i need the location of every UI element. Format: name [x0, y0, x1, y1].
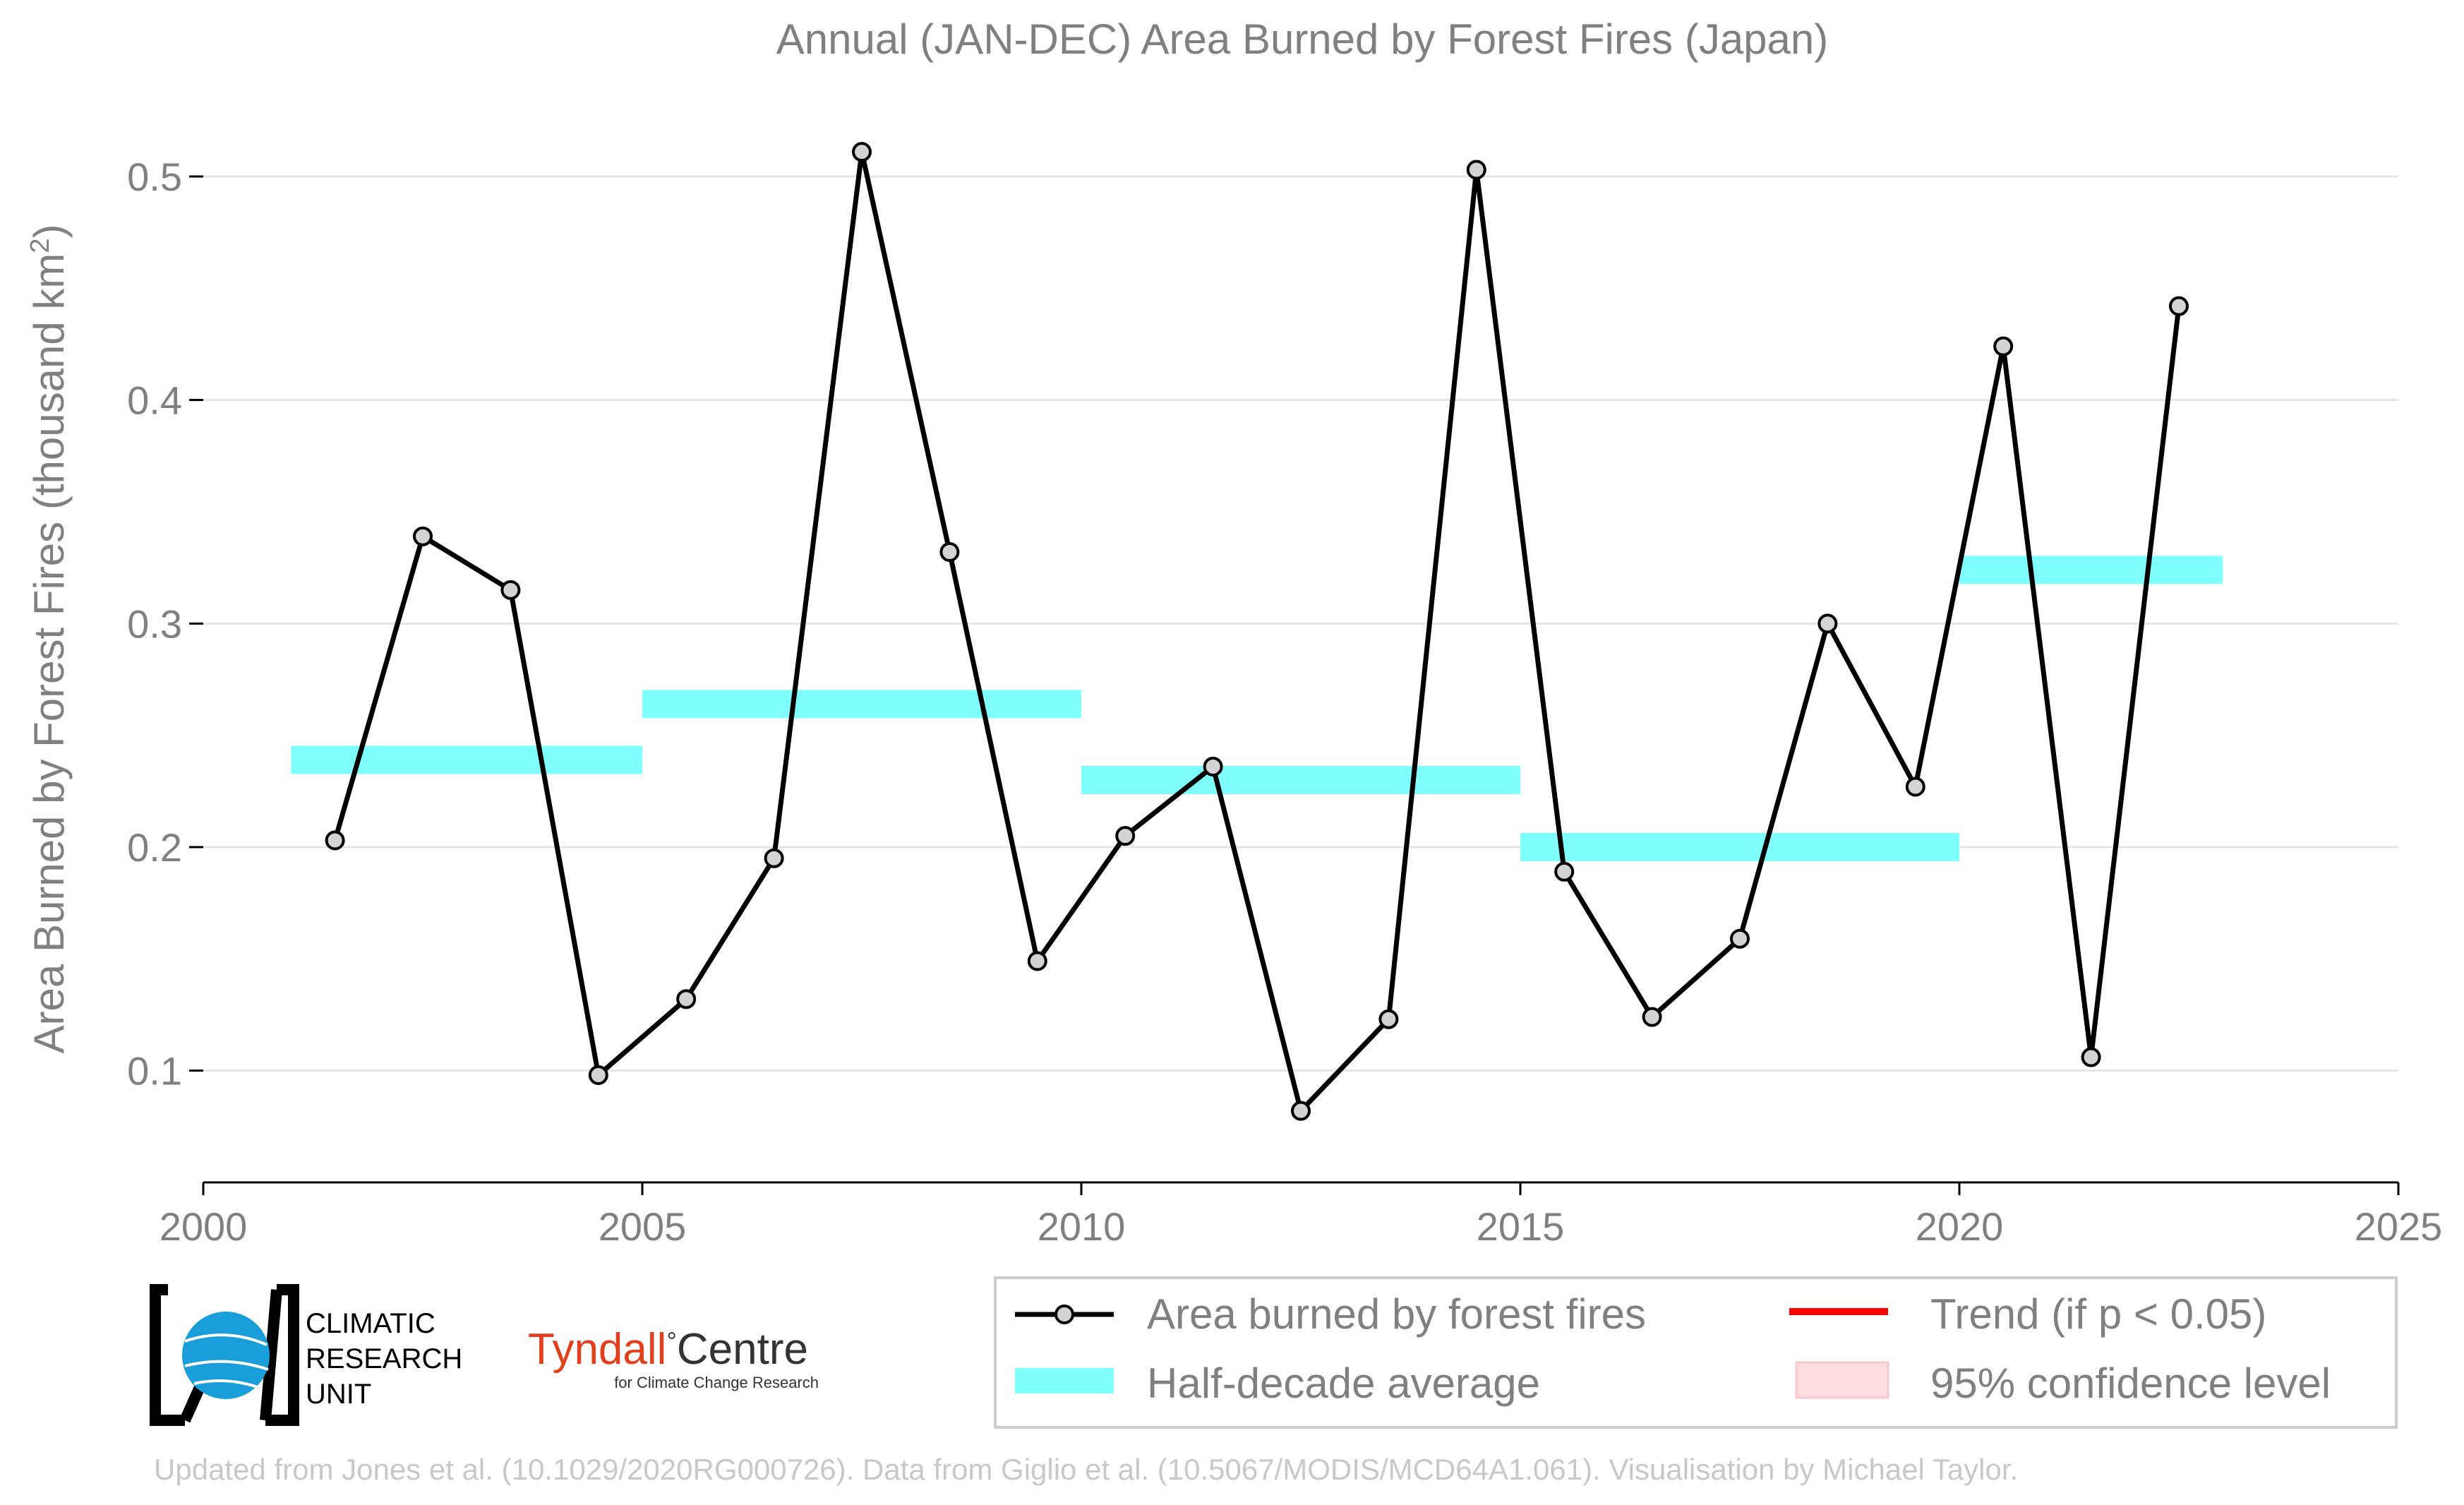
half-decade-band	[642, 690, 1081, 719]
data-point	[676, 989, 697, 1009]
x-tick-label: 2025	[2355, 1204, 2443, 1249]
legend-label-confidence: 95% confidence level	[1930, 1360, 2331, 1407]
cru-logo-line-3: UNIT	[306, 1379, 371, 1410]
y-tick-label: 0.2	[127, 825, 182, 870]
grid-lines	[203, 175, 2398, 1072]
data-point	[500, 580, 521, 600]
data-point	[1817, 613, 1838, 634]
chart-title: Annual (JAN-DEC) Area Burned by Forest F…	[776, 16, 1829, 63]
x-tick-label: 2005	[599, 1204, 687, 1249]
tyndall-logo: Tyndall°Centre for Climate Change Resear…	[528, 1325, 819, 1391]
legend: Area burned by forest fires Trend (if p …	[994, 1276, 2398, 1429]
half-decade-bands	[291, 556, 2223, 861]
y-tick-label: 0.1	[127, 1049, 182, 1093]
cru-logo-line-1: CLIMATIC	[306, 1308, 435, 1339]
data-point	[939, 542, 960, 562]
y-tick-label: 0.5	[127, 155, 182, 199]
legend-label-series: Area burned by forest fires	[1147, 1290, 1646, 1338]
x-tick-label: 2015	[1477, 1204, 1565, 1249]
y-axis-label: Area Burned by Forest Fires (thousand km…	[25, 224, 73, 1054]
legend-band-icon	[1015, 1368, 1114, 1393]
x-axis: 2000 2005 2010 2015 2020 2025	[160, 1181, 2443, 1249]
cru-logo: CLIMATIC RESEARCH UNIT	[150, 1284, 462, 1426]
data-point	[1466, 160, 1486, 180]
legend-label-trend: Trend (if p < 0.05)	[1930, 1290, 2266, 1338]
data-point	[1203, 757, 1223, 777]
data-point	[1993, 336, 2014, 356]
data-point	[325, 830, 345, 851]
data-point	[1115, 826, 1136, 846]
y-axis: 0.1 0.2 0.3 0.4 0.5	[127, 155, 203, 1093]
y-tick-label: 0.3	[127, 601, 182, 646]
half-decade-band	[1959, 556, 2223, 584]
x-tick-label: 2020	[1916, 1204, 2004, 1249]
half-decade-band	[291, 745, 642, 774]
globe-icon	[182, 1312, 270, 1399]
legend-confidence-icon	[1795, 1361, 1889, 1399]
series-line	[332, 149, 2182, 1114]
data-point	[2081, 1047, 2101, 1067]
data-point	[1027, 951, 1047, 971]
data-point	[1378, 1009, 1399, 1029]
half-decade-band	[1081, 766, 1520, 794]
data-point	[764, 848, 784, 868]
footer-credits: Updated from Jones et al. (10.1029/2020R…	[154, 1453, 2018, 1486]
data-point	[1642, 1007, 1662, 1027]
y-tick-label: 0.4	[127, 378, 182, 423]
tyndall-logo-subtitle: for Climate Change Research	[614, 1374, 819, 1391]
data-point	[1291, 1101, 1311, 1121]
data-point	[1905, 777, 1925, 797]
legend-label-half-decade: Half-decade average	[1147, 1360, 1540, 1407]
data-point	[852, 142, 872, 162]
data-point	[413, 526, 433, 546]
cru-logo-line-2: RESEARCH	[306, 1343, 462, 1374]
data-point	[2169, 296, 2189, 316]
legend-frame	[994, 1276, 2398, 1429]
data-point	[588, 1065, 608, 1085]
data-point	[1554, 861, 1575, 882]
x-tick-label: 2010	[1038, 1204, 1126, 1249]
half-decade-band	[1520, 833, 1959, 861]
series-area-burned	[325, 142, 2189, 1121]
tyndall-logo-text: Tyndall°Centre	[528, 1325, 808, 1374]
x-tick-label: 2000	[160, 1204, 248, 1249]
data-point	[1730, 928, 1750, 949]
